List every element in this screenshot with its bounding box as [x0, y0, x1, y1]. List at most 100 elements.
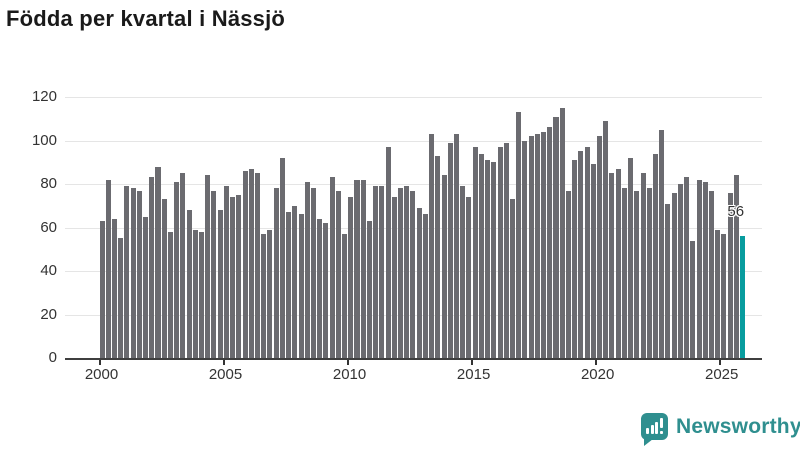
bar — [453, 133, 459, 358]
newsworthy-logo[interactable]: Newsworthy — [641, 413, 800, 446]
bar — [342, 234, 348, 358]
bar — [634, 190, 640, 358]
bar — [385, 147, 391, 358]
bar — [659, 129, 665, 358]
bar — [354, 179, 360, 358]
bar — [348, 197, 354, 358]
x-tick-label: 2000 — [84, 366, 119, 383]
y-tick-label: 100 — [31, 131, 57, 149]
bar — [180, 173, 186, 358]
bar — [534, 133, 540, 358]
bar — [441, 175, 447, 358]
bar — [410, 190, 416, 358]
bar — [503, 142, 509, 358]
x-tick-label: 2020 — [580, 366, 615, 383]
bar — [447, 142, 453, 358]
chart-title: Födda per kvartal i Nässjö — [6, 6, 286, 31]
bar — [565, 190, 571, 358]
bar — [547, 127, 553, 358]
bar — [578, 151, 584, 358]
y-tick-label: 120 — [31, 88, 57, 105]
bar — [379, 186, 385, 358]
plot-area — [65, 97, 762, 358]
bar — [460, 186, 466, 358]
bar — [360, 179, 366, 358]
bar — [422, 214, 428, 358]
bar — [373, 186, 379, 358]
x-tick-label: 2015 — [456, 366, 491, 383]
bar — [516, 112, 522, 358]
bar — [286, 212, 292, 358]
bar — [472, 147, 478, 358]
bar — [366, 220, 372, 358]
bar — [466, 197, 472, 358]
bar — [167, 231, 173, 358]
bar — [584, 147, 590, 358]
bar — [391, 197, 397, 358]
bar — [541, 131, 547, 358]
y-tick-label: 40 — [40, 262, 57, 279]
bar — [671, 192, 677, 358]
gridline — [65, 184, 762, 185]
bar — [192, 229, 198, 358]
bar — [143, 216, 149, 358]
bar — [149, 177, 155, 358]
bar — [398, 188, 404, 358]
gridline — [65, 140, 762, 142]
bar — [298, 214, 304, 358]
bar — [733, 175, 739, 358]
bar — [161, 199, 167, 358]
bar — [628, 157, 634, 358]
bar — [211, 190, 217, 358]
bar — [615, 168, 621, 358]
bar — [99, 220, 105, 358]
x-tick-label: 2025 — [705, 366, 739, 383]
x-tick-mark — [718, 360, 721, 365]
bar — [292, 205, 298, 358]
bar — [329, 177, 335, 358]
bar — [124, 186, 130, 358]
x-tick-mark — [222, 360, 225, 365]
bar — [708, 190, 714, 358]
bar — [478, 153, 484, 358]
bar — [597, 136, 603, 358]
bar — [603, 120, 609, 358]
bar — [509, 199, 515, 358]
bar — [230, 197, 236, 358]
newsworthy-chart-bubble-icon — [641, 413, 668, 446]
bar — [248, 168, 254, 358]
bar — [217, 210, 223, 358]
bar — [335, 190, 341, 358]
bar — [646, 188, 652, 358]
bar — [590, 164, 596, 358]
y-tick-label: 80 — [40, 175, 57, 192]
highlighted-bar — [740, 236, 746, 358]
bar — [435, 155, 441, 358]
bar — [497, 147, 503, 358]
bar — [621, 188, 627, 358]
bar — [522, 140, 528, 358]
bar — [254, 173, 260, 358]
bar — [236, 194, 242, 358]
y-tick-label: 20 — [40, 305, 57, 323]
bar — [105, 179, 111, 358]
bar — [715, 229, 721, 358]
y-tick-label: 0 — [48, 349, 57, 366]
x-axis-line — [65, 358, 762, 360]
bar — [609, 173, 615, 358]
bar — [702, 181, 708, 358]
x-tick-mark — [594, 360, 597, 365]
bar — [174, 181, 180, 358]
bar — [491, 162, 497, 358]
gridline — [65, 97, 762, 98]
bar — [242, 170, 248, 358]
bar — [304, 181, 310, 358]
x-tick-mark — [98, 360, 101, 365]
bar — [317, 218, 323, 358]
bar — [186, 210, 192, 358]
bar-series — [99, 97, 746, 358]
x-tick-label: 2005 — [208, 366, 243, 383]
bar — [323, 223, 329, 358]
bar — [136, 190, 142, 358]
bar — [721, 234, 727, 358]
